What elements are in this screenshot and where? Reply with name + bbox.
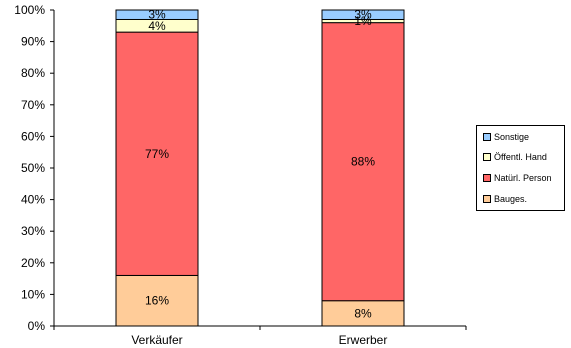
x-tick-label: Verkäufer [131, 333, 182, 347]
y-tick-label: 0% [28, 319, 46, 333]
bar-segment [115, 31, 199, 276]
legend-label-oeffentl-hand: Öffentl. Hand [494, 152, 547, 162]
legend-label-natuerl-person: Natürl. Person [494, 173, 552, 183]
y-tick-label: 20% [21, 256, 45, 270]
y-tick-label: 10% [21, 287, 45, 301]
legend-swatch-sonstige [483, 133, 491, 141]
legend-label-bauges: Bauges. [494, 194, 528, 204]
data-label: 16% [145, 294, 169, 308]
y-tick-label: 90% [21, 35, 45, 49]
bar-segment [115, 274, 199, 327]
data-label: 77% [145, 147, 169, 161]
legend-label-sonstige: Sonstige [494, 132, 530, 142]
y-tick-label: 70% [21, 98, 45, 112]
y-tick-label: 80% [21, 66, 45, 80]
data-label: 3% [354, 8, 372, 22]
bars [115, 9, 405, 327]
legend: Sonstige Öffentl. Hand Natürl. Person Ba… [476, 125, 565, 211]
legend-item-natuerl-person: Natürl. Person [483, 172, 552, 184]
legend-swatch-natuerl-person [483, 174, 491, 182]
data-label: 8% [354, 306, 372, 320]
bar-segment [321, 22, 405, 302]
y-tick-label: 60% [21, 129, 45, 143]
legend-swatch-oeffentl-hand [483, 153, 491, 161]
data-labels: 16%77%4%3%8%88%1%3% [145, 8, 375, 321]
bar-segment [115, 9, 199, 20]
data-label: 88% [351, 155, 375, 169]
y-tick-label: 30% [21, 224, 45, 238]
bar-segment [321, 9, 405, 20]
legend-item-bauges: Bauges. [483, 193, 527, 205]
bar-segment [321, 300, 405, 327]
y-tick-label: 50% [21, 161, 45, 175]
x-axis: Verkäufer Erwerber [53, 325, 467, 347]
data-label: 1% [354, 14, 372, 28]
y-tick-label: 40% [21, 193, 45, 207]
y-axis: 0% 10% 20% 30% 40% 50% 60% 70% 80% 90% 100% [14, 3, 55, 333]
x-tick-label: Erwerber [339, 333, 388, 347]
legend-item-sonstige: Sonstige [483, 131, 529, 143]
legend-swatch-bauges [483, 195, 491, 203]
data-label: 3% [148, 8, 166, 22]
y-tick-label: 100% [14, 3, 45, 17]
data-label: 4% [148, 19, 166, 33]
legend-item-oeffentl-hand: Öffentl. Hand [483, 151, 547, 163]
